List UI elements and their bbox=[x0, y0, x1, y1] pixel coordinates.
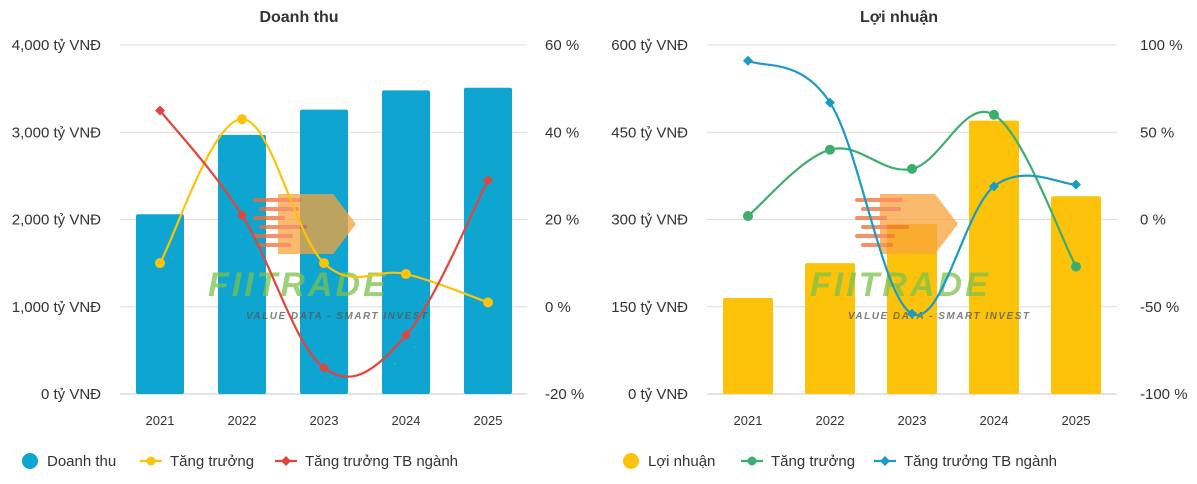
legend-swatch-marker bbox=[146, 456, 156, 466]
series-point bbox=[743, 211, 753, 222]
watermark-logo: FIITRADE VALUE DATA - SMART INVEST bbox=[208, 194, 429, 322]
y-right-tick-label: 0 % bbox=[1140, 212, 1166, 229]
series-point bbox=[237, 114, 247, 125]
series-point bbox=[989, 109, 999, 120]
bar bbox=[218, 134, 266, 394]
series-point bbox=[907, 163, 917, 174]
series-point bbox=[483, 175, 493, 186]
watermark-brand: FIITRADE bbox=[810, 266, 991, 304]
legend-swatch-marker bbox=[880, 456, 890, 466]
y-left-tick-label: 450 tỷ VNĐ bbox=[611, 124, 688, 141]
series-point bbox=[825, 144, 835, 155]
x-tick-label: 2021 bbox=[146, 413, 175, 428]
watermark-stripe bbox=[861, 225, 909, 229]
bar bbox=[969, 120, 1019, 394]
chart-1: Lợi nhuận 0 tỷ VNĐ -100 % 150 tỷ VNĐ -50 % 30… bbox=[611, 9, 1187, 470]
series-point bbox=[319, 362, 329, 373]
x-tick-label: 2025 bbox=[474, 413, 503, 428]
chart-title: Doanh thu bbox=[259, 9, 338, 26]
chart-title: Lợi nhuận bbox=[860, 9, 938, 26]
watermark-stripe bbox=[253, 216, 285, 220]
x-tick-label: 2021 bbox=[734, 413, 763, 428]
y-right-tick-label: 50 % bbox=[1140, 124, 1174, 141]
y-right-tick-label: 0 % bbox=[545, 299, 571, 316]
series-point bbox=[989, 181, 999, 192]
x-tick-label: 2024 bbox=[980, 413, 1009, 428]
legend-label: Tăng trưởng TB ngành bbox=[904, 453, 1057, 470]
watermark-stripe bbox=[259, 243, 291, 247]
y-right-tick-label: -100 % bbox=[1140, 386, 1188, 403]
legend-swatch-marker bbox=[747, 456, 757, 466]
watermark-tagline: VALUE DATA - SMART INVEST bbox=[848, 311, 1031, 322]
legend-label: Doanh thu bbox=[47, 453, 116, 470]
watermark-stripe bbox=[861, 243, 893, 247]
series-point bbox=[1071, 179, 1081, 190]
y-left-tick-label: 0 tỷ VNĐ bbox=[628, 386, 688, 403]
x-tick-label: 2024 bbox=[392, 413, 421, 428]
series-point bbox=[1071, 261, 1081, 272]
bar bbox=[723, 298, 773, 394]
x-tick-label: 2023 bbox=[310, 413, 339, 428]
series-point bbox=[401, 269, 411, 280]
legend-label: Tăng trưởng bbox=[771, 453, 855, 470]
legend-swatch bbox=[22, 453, 38, 469]
series-point bbox=[483, 297, 493, 308]
y-left-tick-label: 4,000 tỷ VNĐ bbox=[12, 37, 101, 54]
watermark-stripe bbox=[259, 225, 307, 229]
legend-label: Tăng trưởng bbox=[170, 453, 254, 470]
legend-swatch-marker bbox=[281, 456, 291, 466]
watermark-brand: FIITRADE bbox=[208, 266, 389, 304]
y-right-tick-label: 60 % bbox=[545, 37, 579, 54]
series-point bbox=[319, 258, 329, 269]
series-point bbox=[155, 105, 165, 116]
x-tick-label: 2022 bbox=[228, 413, 257, 428]
x-tick-label: 2023 bbox=[898, 413, 927, 428]
bar bbox=[136, 214, 184, 394]
series-point bbox=[743, 55, 753, 66]
series-point bbox=[155, 258, 165, 269]
legend: Lợi nhuận Tăng trưởng Tăng trưởng TB ngành bbox=[623, 453, 1057, 470]
x-tick-label: 2025 bbox=[1062, 413, 1091, 428]
watermark-stripe bbox=[253, 198, 301, 202]
watermark-stripe bbox=[861, 207, 901, 211]
bar bbox=[805, 263, 855, 394]
y-right-tick-label: 100 % bbox=[1140, 37, 1183, 54]
y-left-tick-label: 2,000 tỷ VNĐ bbox=[12, 212, 101, 229]
y-left-tick-label: 600 tỷ VNĐ bbox=[611, 37, 688, 54]
y-right-tick-label: -50 % bbox=[1140, 299, 1179, 316]
legend-label: Tăng trưởng TB ngành bbox=[305, 453, 458, 470]
watermark-stripe bbox=[259, 207, 299, 211]
y-left-tick-label: 300 tỷ VNĐ bbox=[611, 212, 688, 229]
legend-label: Lợi nhuận bbox=[648, 453, 715, 470]
legend-swatch bbox=[623, 453, 639, 469]
y-left-tick-label: 150 tỷ VNĐ bbox=[611, 299, 688, 316]
y-left-tick-label: 3,000 tỷ VNĐ bbox=[12, 124, 101, 141]
x-tick-label: 2022 bbox=[816, 413, 845, 428]
series-point bbox=[401, 330, 411, 341]
y-right-tick-label: 20 % bbox=[545, 212, 579, 229]
y-right-tick-label: 40 % bbox=[545, 124, 579, 141]
y-right-tick-label: -20 % bbox=[545, 386, 584, 403]
series-point bbox=[907, 308, 917, 319]
series-line bbox=[747, 110, 1077, 268]
watermark-stripe bbox=[855, 198, 903, 202]
watermark-stripe bbox=[253, 234, 293, 238]
bar bbox=[1051, 196, 1101, 394]
y-left-tick-label: 1,000 tỷ VNĐ bbox=[12, 299, 101, 316]
y-left-tick-label: 0 tỷ VNĐ bbox=[41, 386, 101, 403]
series-line bbox=[159, 118, 489, 304]
watermark-tagline: VALUE DATA - SMART INVEST bbox=[246, 311, 429, 322]
bar bbox=[382, 90, 430, 395]
bar bbox=[464, 87, 512, 394]
series-point bbox=[237, 210, 247, 221]
legend: Doanh thu Tăng trưởng Tăng trưởng TB ngành bbox=[22, 453, 458, 470]
chart-0: Doanh thu 0 tỷ VNĐ -20 % 1,000 tỷ VNĐ 0 % 2,0… bbox=[12, 9, 584, 470]
series-point bbox=[825, 97, 835, 108]
